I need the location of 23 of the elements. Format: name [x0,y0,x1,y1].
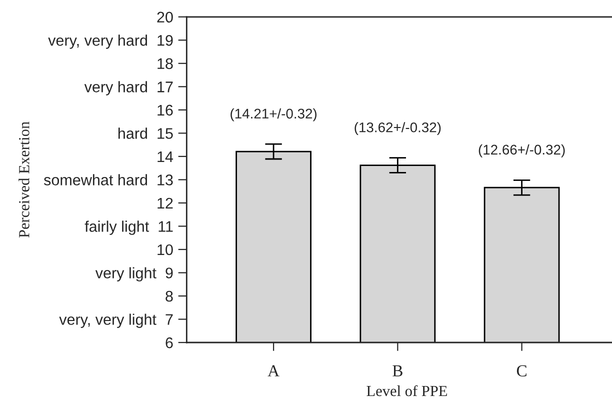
y-tick-label: very, very hard 19 [48,34,173,49]
y-tick-label: 20 [157,12,173,23]
x-tick-label: A [268,365,280,376]
y-tick-label: 16 [158,104,173,116]
x-axis-title: Level of PPE [366,385,447,396]
y-tick-label: fairly light 11 [84,220,173,235]
x-tick-label: B [392,365,402,376]
y-tick-label: 12 [158,198,173,208]
y-tick-label: 18 [158,58,173,70]
y-tick-label: 8 [166,290,173,302]
y-tick-label: very light 9 [95,267,173,282]
data-label: (13.62+/-0.32) [354,122,441,136]
y-tick-label: 14 [158,151,174,162]
y-tick-label: very hard 17 [84,81,173,96]
x-tick-label: C [516,365,526,376]
y-tick-label: hard 15 [118,128,173,139]
y-tick-label: 10 [158,244,173,256]
y-tick-label: 6 [166,337,173,348]
data-label: (12.66+/-0.32) [478,144,565,158]
y-axis-title: Perceived Exertion [18,122,30,238]
y-tick-label: somewhat hard 13 [44,174,173,186]
y-tick-label: very, very light 7 [59,314,173,328]
data-label: (14.21+/-0.32) [230,108,317,122]
